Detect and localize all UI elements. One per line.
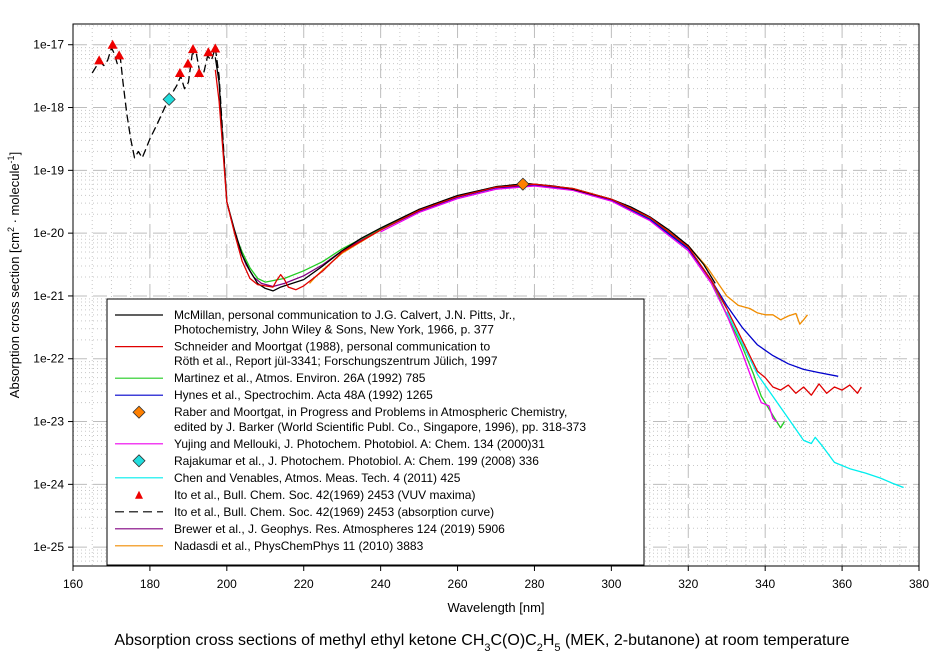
legend-chen-and-venables-label: Chen and Venables, Atmos. Meas. Tech. 4 … [174,471,461,485]
legend-mcmillan-label: McMillan, personal communication to J.G.… [174,308,515,322]
series-mcmillan-line [214,57,716,292]
series-raber-and-moortgat-point [516,177,530,191]
plot-frame [72,23,920,567]
legend-martinez-et-al-label: Martinez et al., Atmos. Environ. 26A (19… [174,371,426,385]
legend-schneider-and-moortgat-label: Schneider and Moortgat (1988), personal … [174,340,491,354]
x-tick-label: 240 [371,577,391,591]
y-tick-label: 1e-21 [33,289,64,303]
y-tick-label: 1e-17 [33,38,64,52]
legend-ito-et-al-absorption-curve-label: Ito et al., Bull. Chem. Soc. 42(1969) 24… [174,505,494,519]
x-tick-label: 220 [294,577,314,591]
series-chen-and-venables-line [726,311,904,489]
legend-ito-et-al-vuv-maxima-label: Ito et al., Bull. Chem. Soc. 42(1969) 24… [174,488,475,502]
y-tick-label: 1e-22 [33,352,64,366]
chart-title: Absorption cross sections of methyl ethy… [114,632,849,654]
series-ito-et-al-vuv-maxima-point [187,44,198,54]
series-ito-et-al-vuv-maxima-point [114,50,125,60]
series-ito-et-al-vuv-maxima-point [174,67,185,77]
x-tick-label: 360 [832,577,852,591]
x-tick-label: 380 [909,577,929,591]
series-rajakumar-et-al-point [162,92,176,106]
legend-rajakumar-et-al-swatch [132,454,146,468]
legend-raber-and-moortgat-label: edited by J. Barker (World Scientific Pu… [174,420,586,434]
x-axis-label: Wavelength [nm] [447,600,544,615]
legend-raber-and-moortgat-swatch [132,405,146,419]
legend-hynes-et-al-label: Hynes et al., Spectrochim. Acta 48A (199… [174,388,433,402]
series-schneider-and-moortgat-line [214,69,862,396]
series-ito-et-al-vuv-maxima-point [107,39,118,49]
y-tick-label: 1e-24 [33,477,64,491]
y-axis: 1e-17 1e-18 1e-19 1e-20 1e-21 1e-22 1e-23 1e-24… [33,38,73,554]
y-tick-label: 1e-23 [33,415,64,429]
x-tick-label: 280 [524,577,544,591]
legend-rajakumar-et-al-label: Rajakumar et al., J. Photochem. Photobio… [174,454,539,468]
series-ito-et-al-vuv-maxima-point [182,58,193,68]
legend-schneider-and-moortgat-label: Röth et al., Report jül-3341; Forschungs… [174,354,498,368]
x-tick-label: 160 [63,577,83,591]
x-tick-label: 300 [601,577,621,591]
series-ito-et-al-vuv-maxima-point [194,67,205,77]
x-tick-label: 340 [755,577,775,591]
series-ito-et-al-vuv-maxima-point [210,43,221,53]
series-layer [91,39,904,489]
y-tick-label: 1e-25 [33,540,64,554]
x-axis: 160 180 200 220 240 260 280 300 320 340 360 380 [63,566,929,591]
legend-box [106,298,645,566]
y-tick-label: 1e-20 [33,226,64,240]
legend-mcmillan-label: Photochemistry, John Wiley & Sons, New Y… [174,323,494,337]
x-tick-label: 200 [217,577,237,591]
x-tick-label: 180 [140,577,160,591]
legend-brewer-et-al-label: Brewer et al., J. Geophys. Res. Atmosphe… [174,522,505,536]
legend: McMillan, personal communication to J.G.… [106,298,645,566]
y-tick-label: 1e-18 [33,101,64,115]
series-ito-et-al-vuv-maxima-point [203,47,214,57]
series-ito-et-al-vuv-maxima-point [94,55,105,65]
legend-ito-et-al-vuv-maxima-swatch [135,490,143,499]
y-axis-label: Absorption cross section [cm2 · molecule… [6,152,22,398]
legend-yujing-and-mellouki-label: Yujing and Mellouki, J. Photochem. Photo… [174,437,545,451]
legend-raber-and-moortgat-label: Raber and Moortgat, in Progress and Prob… [174,405,567,419]
x-tick-label: 320 [678,577,698,591]
series-yujing-and-mellouki-line [380,185,778,423]
y-tick-label: 1e-19 [33,163,64,177]
legend-nadasdi-et-al-label: Nadasdi et al., PhysChemPhys 11 (2010) 3… [174,539,424,553]
series-ito-et-al-absorption-curve-line [91,47,232,218]
x-tick-label: 260 [448,577,468,591]
